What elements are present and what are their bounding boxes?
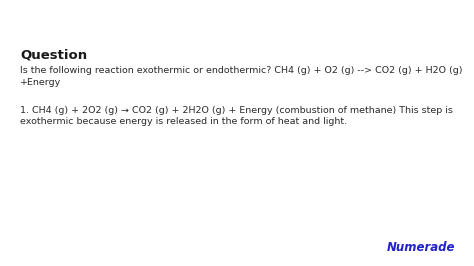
Text: Question: Question (20, 48, 87, 61)
Text: Numerade: Numerade (386, 241, 455, 254)
Text: exothermic because energy is released in the form of heat and light.: exothermic because energy is released in… (20, 117, 347, 126)
Text: 1. CH4 (g) + 2O2 (g) → CO2 (g) + 2H2O (g) + Energy (combustion of methane) This : 1. CH4 (g) + 2O2 (g) → CO2 (g) + 2H2O (g… (20, 106, 453, 115)
Text: Is the following reaction exothermic or endothermic? CH4 (g) + O2 (g) --> CO2 (g: Is the following reaction exothermic or … (20, 66, 463, 75)
Text: +Energy: +Energy (20, 78, 61, 87)
